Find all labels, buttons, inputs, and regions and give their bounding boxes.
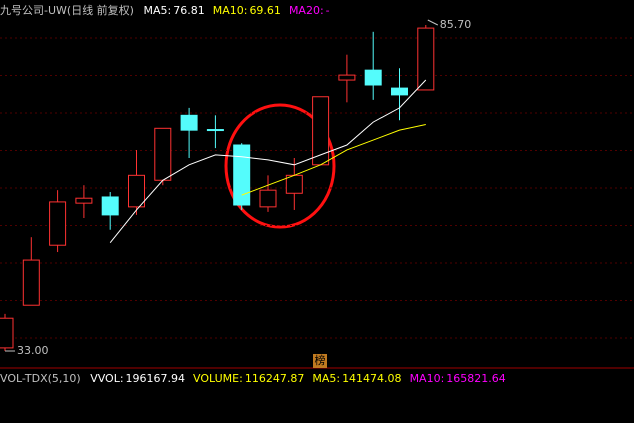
- volume-indicator-name: VVOL:: [90, 372, 124, 385]
- high-label: 85.70: [440, 18, 472, 31]
- ma-value: 69.61: [249, 4, 281, 17]
- price-header: 九号公司-UW(日线 前复权) MA5: 76.81 MA10: 69.61 MA20:…: [0, 2, 344, 18]
- high-pointer: [427, 19, 439, 26]
- candle-body: [154, 127, 172, 181]
- ma-line: [241, 124, 426, 196]
- badge: 榜: [313, 354, 327, 368]
- volume-indicator-name: MA5:: [312, 372, 341, 385]
- volume-legend: VVOL: 196167.94 VOLUME: 116247.87 MA5: 141474…: [90, 372, 514, 385]
- candle-body: [22, 259, 40, 306]
- candle-body: [49, 201, 67, 246]
- candle-body: [391, 87, 408, 96]
- ma-value: 76.81: [173, 4, 205, 17]
- candle-body: [206, 129, 224, 132]
- candle-body: [75, 197, 93, 204]
- candle-body: [338, 74, 356, 81]
- volume-indicator-value: 141474.08: [342, 372, 402, 385]
- volume-indicator-name: MA10:: [409, 372, 445, 385]
- volume-indicator-value: 116247.87: [244, 372, 305, 385]
- candle-body: [364, 69, 382, 86]
- low-label: 33.00: [17, 344, 49, 357]
- candle-body: [285, 174, 303, 194]
- candle-body: [101, 196, 119, 216]
- ma-name: MA5:: [143, 4, 172, 17]
- volume-indicator-name: VOLUME:: [193, 372, 243, 385]
- volume-indicator-value: 165821.64: [446, 372, 506, 385]
- candle-body: [417, 27, 435, 91]
- volume-indicator-value: 196167.94: [125, 372, 186, 385]
- candle-body: [180, 114, 198, 131]
- chart-title: 九号公司-UW(日线 前复权): [0, 4, 134, 17]
- ma-name: MA20:: [288, 4, 324, 17]
- ma-line: [109, 79, 427, 244]
- volume-header: VOL-TDX(5,10) VVOL: 196167.94 VOLUME: 11624…: [0, 372, 520, 385]
- candle-body: [233, 144, 251, 206]
- ma-name: MA10:: [212, 4, 248, 17]
- candle-body: [0, 317, 14, 349]
- candle-body: [259, 189, 277, 208]
- highlight-circle: [224, 103, 336, 229]
- volume-title: VOL-TDX(5,10): [0, 372, 81, 385]
- ma-value: -: [325, 4, 330, 17]
- candle-body: [128, 174, 145, 208]
- ma-legend: MA5: 76.81 MA10: 69.61 MA20: -: [143, 4, 337, 17]
